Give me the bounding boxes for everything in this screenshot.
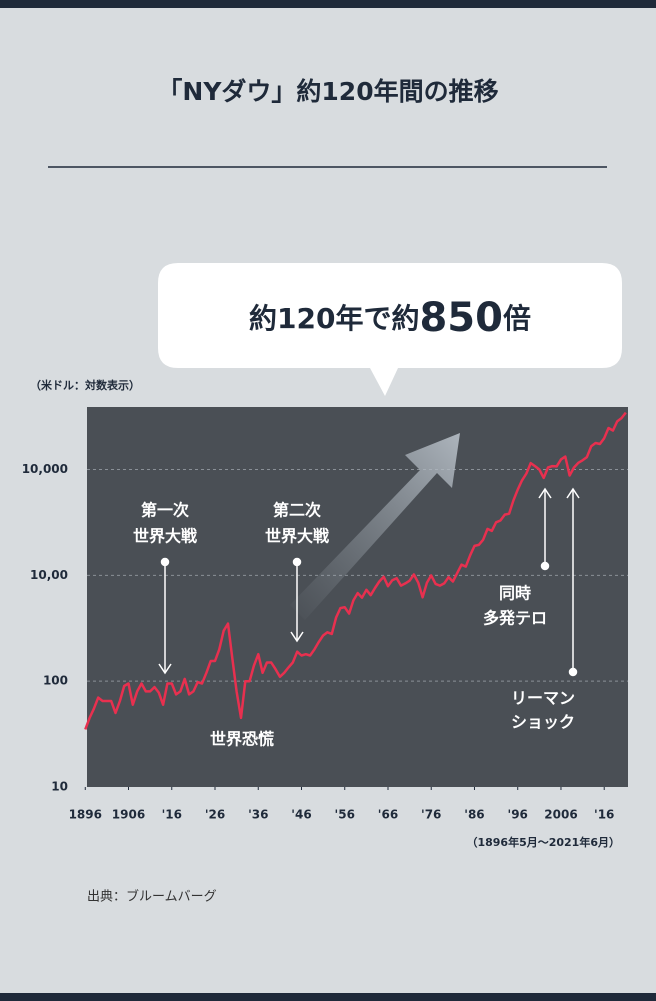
x-tick-label: 1906 — [112, 808, 145, 822]
x-tick-label: '66 — [378, 808, 398, 822]
arrowhead — [538, 487, 552, 499]
y-tick-label: 10,000 — [22, 462, 68, 476]
y-tick-label: 10 — [51, 780, 68, 794]
annotation: リーマン — [511, 689, 575, 708]
x-tick-label: '16 — [162, 808, 182, 822]
annotation: ショック — [511, 713, 575, 732]
y-tick-label: 10,00 — [30, 568, 68, 582]
annotation: 同時 — [499, 584, 531, 603]
plot-area — [87, 407, 628, 787]
callout-text: 倍 — [503, 302, 531, 335]
x-tick-label: '16 — [594, 808, 614, 822]
annotation: 第二次 — [273, 501, 321, 520]
x-tick-label: '86 — [464, 808, 484, 822]
x-tick-label: '46 — [291, 808, 311, 822]
x-tick-label: 1896 — [69, 808, 102, 822]
x-tick-label: '26 — [205, 808, 225, 822]
source: 出典：ブルームバーグ — [87, 889, 217, 905]
callout-text: 約120年で約 — [249, 302, 419, 335]
trend-arrow — [290, 433, 460, 620]
annotation: 世界大戦 — [265, 527, 330, 546]
annotation: 世界恐慌 — [210, 730, 274, 749]
x-tick-label: '96 — [508, 808, 528, 822]
x-tick-label: '56 — [335, 808, 355, 822]
arrowhead — [158, 663, 172, 675]
callout-bubble — [158, 263, 622, 396]
x-tick-label: '36 — [248, 808, 268, 822]
x-tick-label: 2006 — [544, 808, 577, 822]
x-tick-label: '76 — [421, 808, 441, 822]
top-bar — [0, 0, 656, 8]
annotation: 第一次 — [141, 501, 189, 520]
y-tick-label: 100 — [43, 674, 68, 688]
annotation: 多発テロ — [483, 609, 547, 628]
callout: 約120年で約850倍 — [249, 295, 531, 341]
annotation: 世界大戦 — [133, 527, 198, 546]
callout-number: 850 — [419, 295, 503, 341]
period: （1896年5月〜2021年6月） — [466, 835, 620, 849]
title: 「NYダウ」約120年間の推移 — [157, 77, 498, 106]
price-line — [84, 411, 627, 730]
arrowhead — [566, 487, 580, 499]
arrowhead — [290, 631, 304, 643]
bottom-bar — [0, 993, 656, 1001]
y-axis-label: （米ドル：対数表示） — [30, 378, 140, 392]
annotation-arrows — [158, 487, 580, 677]
